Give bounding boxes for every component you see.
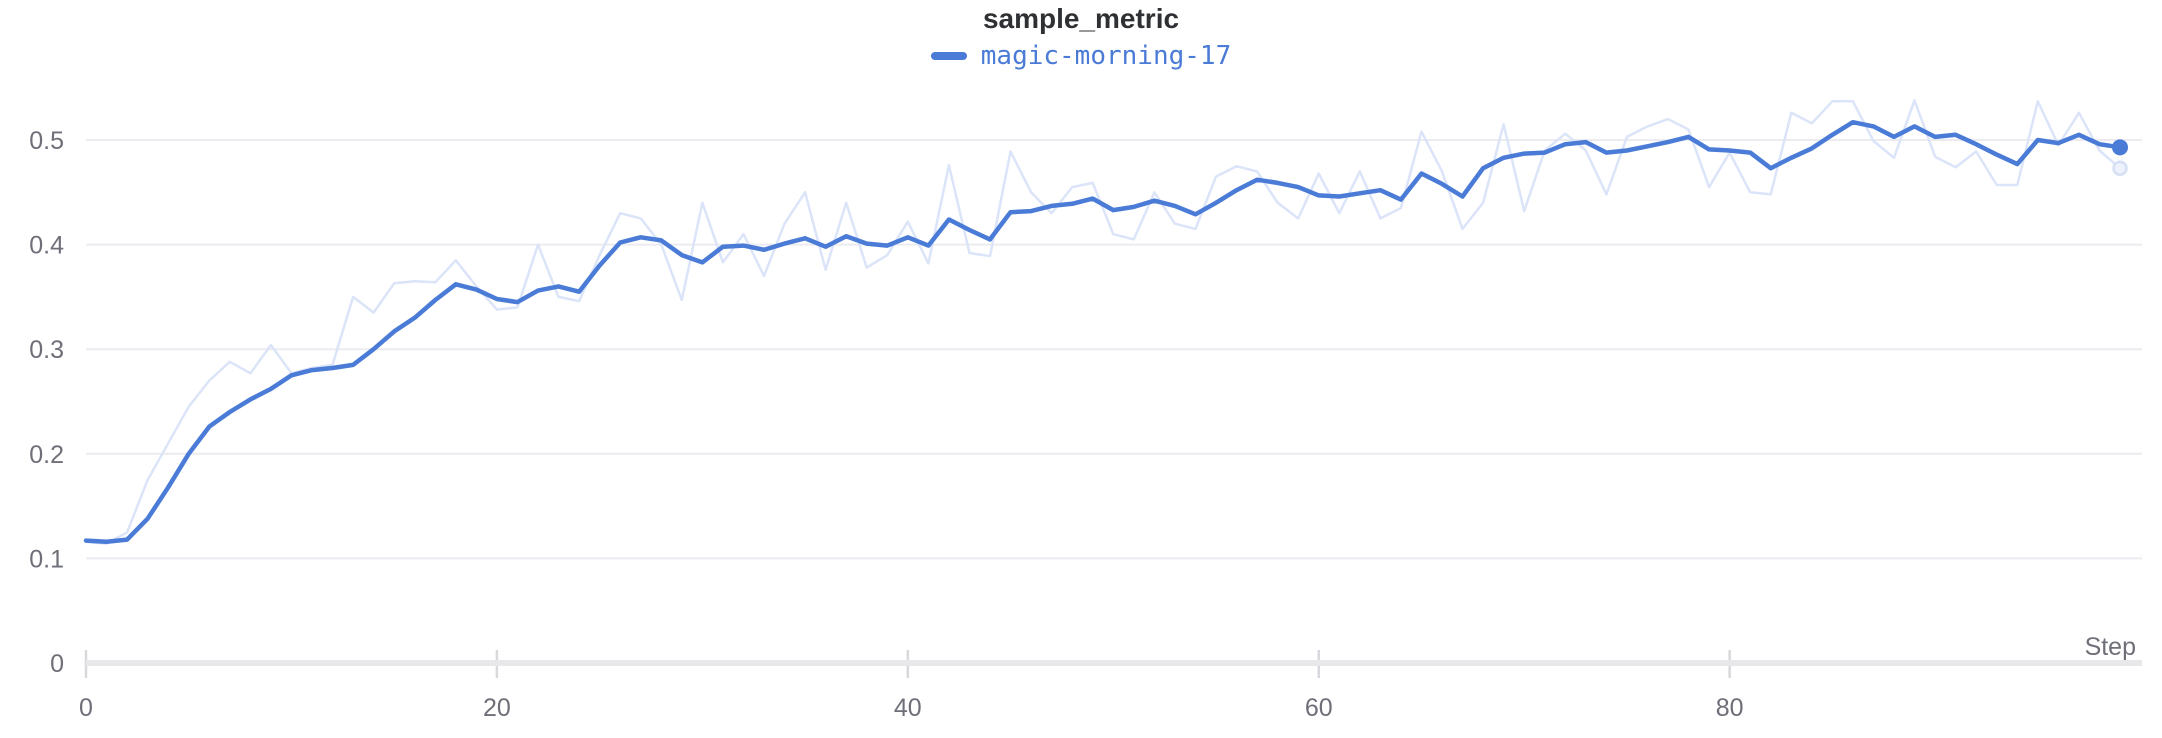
legend-swatch-icon xyxy=(930,51,967,60)
legend-item[interactable]: magic-morning-17 xyxy=(930,40,1232,71)
x-tick-label: 60 xyxy=(1305,694,1333,722)
legend-run-name: magic-morning-17 xyxy=(980,40,1232,71)
x-axis-title: Step xyxy=(2085,633,2136,661)
smoothed-series-line[interactable] xyxy=(83,119,2123,544)
x-tick-label: 20 xyxy=(483,694,511,722)
y-tick-label: 0.2 xyxy=(29,441,64,469)
x-tick-label: 80 xyxy=(1716,694,1744,722)
raw-series-line[interactable] xyxy=(84,99,2122,546)
y-tick-label: 0.3 xyxy=(29,336,64,364)
y-tick-label: 0.5 xyxy=(29,127,64,155)
x-tick-label: 40 xyxy=(894,694,922,722)
y-tick-label: 0 xyxy=(50,650,64,678)
x-tick-label: 0 xyxy=(79,694,93,722)
y-tick-label: 0.1 xyxy=(29,545,64,573)
smoothed-endpoint-marker xyxy=(2112,139,2128,156)
y-tick-label: 0.4 xyxy=(29,232,64,260)
raw-endpoint-marker xyxy=(2112,160,2128,176)
